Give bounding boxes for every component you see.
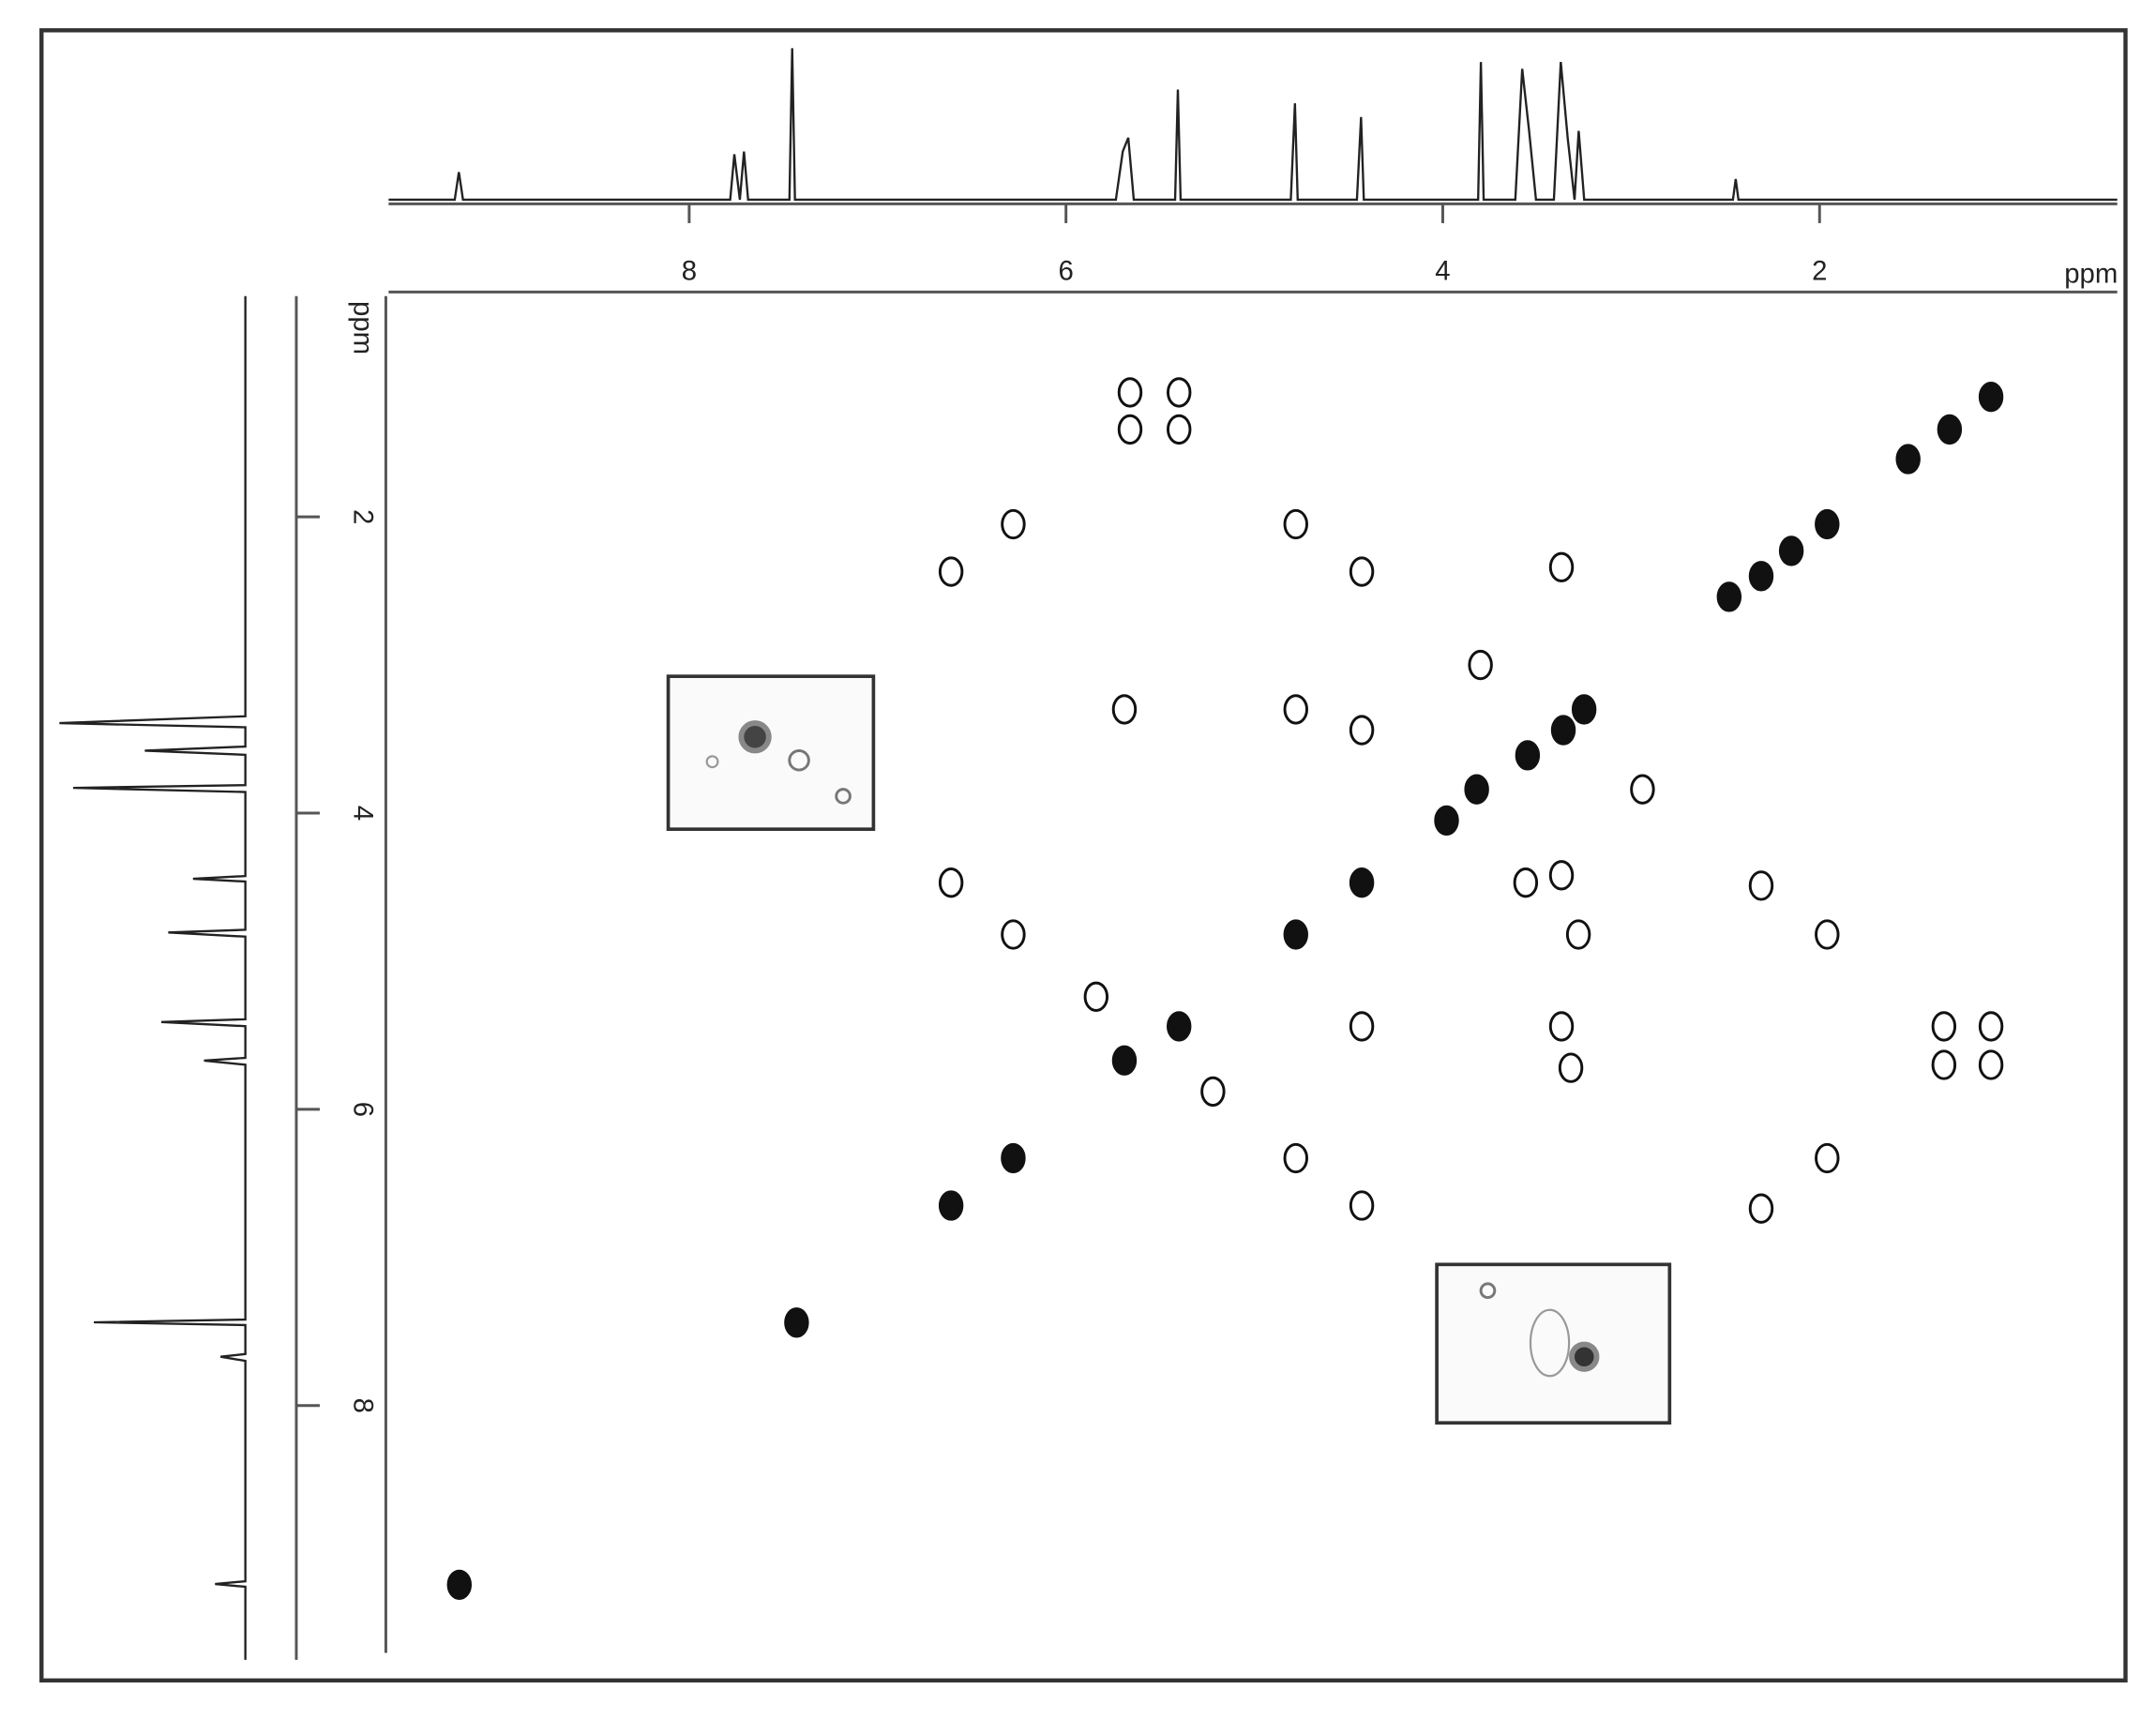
cross-peak	[1001, 919, 1026, 950]
cross-peak	[1166, 414, 1192, 445]
cross-peak	[1468, 649, 1493, 681]
x-tick-label: 2	[1812, 256, 1827, 287]
cross-peak	[1931, 1011, 1957, 1042]
y-axis-label: ppm	[347, 301, 378, 354]
cross-peak	[784, 1307, 809, 1338]
y-tick-label: 2	[347, 509, 378, 524]
cross-peak	[1548, 860, 1575, 891]
cross-peak	[1778, 535, 1804, 566]
y-tick-label: 4	[347, 806, 378, 821]
cross-peak	[1815, 1142, 1840, 1174]
y-tick-label: 6	[347, 1102, 378, 1117]
cross-peak	[1111, 1045, 1138, 1076]
cross-peak	[1283, 1142, 1308, 1174]
inset	[666, 674, 876, 832]
cross-peak	[1978, 1049, 2004, 1080]
cross-peak	[1978, 1011, 2004, 1042]
cross-peak	[1001, 1142, 1026, 1174]
cross-peak	[1200, 1076, 1226, 1108]
cross-peak	[1937, 414, 1963, 445]
cross-peak	[1434, 805, 1459, 837]
cross-peak	[1548, 551, 1575, 582]
cross-peak	[1349, 556, 1375, 587]
inset-peak	[788, 749, 810, 772]
cross-peak	[1166, 1011, 1192, 1042]
inset-peak	[705, 755, 719, 769]
cross-peak	[1283, 919, 1308, 950]
cross-peak	[1001, 508, 1026, 540]
cross-peak	[1748, 870, 1774, 901]
x-tick-label: 8	[682, 256, 697, 287]
cross-peak	[1716, 581, 1742, 612]
cross-peak	[1815, 919, 1840, 950]
cross-peak	[1349, 1190, 1375, 1221]
cross-peak	[1748, 561, 1774, 592]
cross-peak	[1166, 377, 1192, 408]
frame	[39, 28, 2128, 1683]
x-tick-label: 4	[1435, 256, 1450, 287]
cross-peak	[1349, 715, 1375, 746]
cross-peak	[1565, 919, 1591, 950]
cross-peak	[938, 867, 964, 898]
cross-peak	[1283, 508, 1308, 540]
left-projection	[59, 295, 247, 1660]
cross-peak	[1464, 774, 1489, 805]
cross-peak	[1283, 694, 1308, 725]
cross-peak	[1349, 1011, 1375, 1042]
cross-peak	[1349, 867, 1375, 898]
cross-peak	[1630, 774, 1655, 805]
y-tick-label: 8	[347, 1398, 378, 1413]
inset	[1435, 1262, 1672, 1425]
cross-peak	[1815, 508, 1840, 540]
inset-peak	[835, 788, 852, 805]
cross-peak	[1111, 694, 1138, 725]
cross-peak	[1117, 414, 1143, 445]
inset-peak	[1569, 1341, 1600, 1372]
cross-peak	[1513, 867, 1539, 898]
cross-peak	[1515, 740, 1541, 771]
inset-peak	[1529, 1308, 1571, 1378]
cross-peak	[1571, 694, 1597, 725]
top-projection	[388, 48, 2118, 202]
cross-peak	[1978, 382, 2004, 413]
cross-peak	[446, 1569, 473, 1601]
x-axis-label: ppm	[2064, 259, 2118, 290]
cross-peak	[1550, 715, 1576, 746]
x-tick-label: 6	[1059, 256, 1074, 287]
inset-peak	[738, 720, 772, 754]
cross-peak	[1083, 981, 1109, 1012]
inset-peak	[1479, 1282, 1497, 1300]
cross-peak	[1931, 1049, 1957, 1080]
cross-peak	[1895, 444, 1921, 475]
cross-peak	[938, 556, 964, 587]
cross-peak	[1748, 1193, 1774, 1224]
cross-peak	[1117, 377, 1143, 408]
cross-peak	[1558, 1052, 1584, 1083]
cross-peak	[1548, 1011, 1575, 1042]
cross-peak	[938, 1190, 964, 1221]
